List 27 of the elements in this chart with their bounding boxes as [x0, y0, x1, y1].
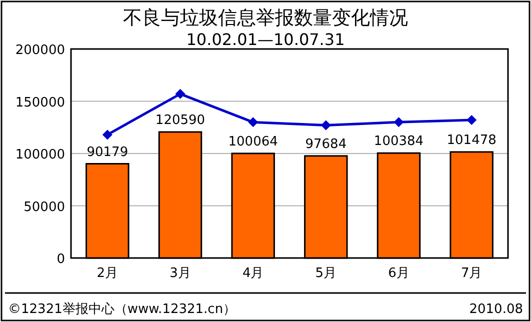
- y-tick-label: 150000: [15, 95, 65, 110]
- x-tick-label: 5月: [315, 266, 337, 281]
- value-label: 90179: [86, 144, 128, 160]
- value-label: 100384: [374, 134, 424, 150]
- value-label: 97684: [305, 136, 347, 152]
- annotation: 2010.08: [469, 302, 523, 317]
- point: [394, 117, 404, 128]
- subtitle: 10.02.01—10.07.31: [186, 30, 345, 49]
- y-tick-label: 200000: [15, 43, 65, 58]
- title: 不良与垃圾信息举报数量变化情况: [123, 7, 408, 29]
- point: [466, 115, 477, 126]
- annotation: ©12321举报中心（www.12321.cn）: [8, 302, 236, 317]
- value-label: 101478: [446, 132, 496, 148]
- x-tick-label: 2月: [96, 266, 118, 281]
- x-tick-label: 6月: [388, 266, 410, 281]
- x-tick-label: 7月: [460, 266, 482, 281]
- point: [175, 88, 186, 99]
- point: [102, 130, 112, 140]
- value-label: 100064: [228, 134, 278, 150]
- point: [248, 117, 258, 128]
- value-label: 120590: [155, 112, 206, 128]
- y-tick-label: 50000: [24, 200, 65, 215]
- point: [320, 120, 331, 130]
- x-tick-label: 4月: [242, 266, 264, 281]
- y-tick-label: 0: [56, 252, 65, 267]
- x-tick-label: 3月: [170, 266, 191, 281]
- y-tick-label: 100000: [15, 148, 65, 162]
